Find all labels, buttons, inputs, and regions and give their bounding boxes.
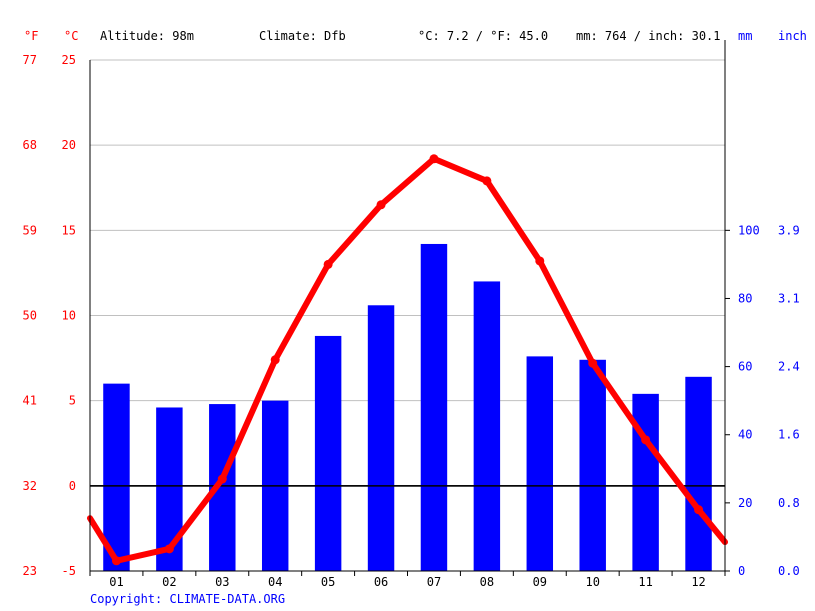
precipitation-bar — [685, 376, 712, 571]
temperature-point — [641, 435, 651, 445]
unit-celsius-label: °C — [64, 29, 79, 43]
inch-tick-label: 0.8 — [778, 496, 800, 510]
celsius-tick-label: 20 — [62, 138, 76, 152]
precipitation-bar — [579, 359, 606, 571]
celsius-tick-label: 10 — [62, 309, 76, 323]
unit-inch-label: inch — [778, 29, 807, 43]
inch-tick-label: 2.4 — [778, 360, 800, 374]
month-label: 03 — [215, 575, 229, 589]
precipitation-bar — [526, 356, 554, 571]
temperature-point — [482, 176, 492, 186]
precipitation-bar — [103, 383, 130, 571]
celsius-tick-label: 5 — [69, 394, 76, 408]
mm-tick-label: 100 — [738, 223, 760, 237]
precipitation-bar — [314, 335, 342, 571]
unit-fahrenheit-label: °F — [24, 29, 39, 43]
temperature-point — [111, 556, 121, 566]
celsius-tick-label: 25 — [62, 53, 76, 67]
temperature-line — [87, 155, 728, 564]
month-label: 01 — [109, 575, 123, 589]
climate-label: Climate: Dfb — [259, 29, 346, 43]
month-label: 04 — [268, 575, 282, 589]
inch-tick-label: 1.6 — [778, 428, 800, 442]
month-label: 10 — [585, 575, 599, 589]
temperature-point — [694, 505, 704, 515]
altitude-label: Altitude: 98m — [100, 29, 194, 43]
fahrenheit-tick-label: 23 — [23, 564, 37, 578]
temperature-point — [376, 200, 386, 210]
temperature-point — [535, 256, 545, 266]
precipitation-bar — [420, 243, 448, 571]
temperature-point — [588, 358, 598, 368]
inch-tick-label: 0.0 — [778, 564, 800, 578]
mm-tick-label: 80 — [738, 291, 752, 305]
celsius-tick-label: 0 — [69, 479, 76, 493]
month-label: 12 — [691, 575, 705, 589]
avg-temperature-label: °C: 7.2 / °F: 45.0 — [418, 29, 549, 43]
temperature-point — [217, 474, 227, 484]
precipitation-bar — [367, 305, 395, 571]
temperature-point — [429, 154, 439, 164]
fahrenheit-tick-label: 77 — [23, 53, 37, 67]
celsius-tick-label: 15 — [62, 223, 76, 237]
inch-tick-label: 3.1 — [778, 291, 800, 305]
month-label: 02 — [162, 575, 176, 589]
temperature-point — [164, 544, 174, 554]
fahrenheit-tick-label: 68 — [23, 138, 37, 152]
fahrenheit-tick-label: 41 — [23, 394, 37, 408]
month-label: 11 — [638, 575, 652, 589]
fahrenheit-tick-label: 59 — [23, 223, 37, 237]
mm-tick-label: 60 — [738, 360, 752, 374]
month-label: 05 — [321, 575, 335, 589]
temperature-point — [323, 259, 333, 269]
copyright-link[interactable]: Copyright: CLIMATE-DATA.ORG — [90, 592, 286, 606]
fahrenheit-tick-label: 32 — [23, 479, 37, 493]
precipitation-bar — [473, 281, 501, 571]
month-label: 07 — [427, 575, 441, 589]
precipitation-bar — [632, 393, 659, 571]
mm-tick-label: 0 — [738, 564, 745, 578]
precipitation-bar — [156, 407, 183, 571]
temperature-point — [270, 355, 280, 365]
mm-tick-label: 40 — [738, 428, 752, 442]
month-label: 08 — [480, 575, 494, 589]
month-label: 09 — [533, 575, 547, 589]
celsius-tick-label: -5 — [62, 564, 76, 578]
mm-tick-label: 20 — [738, 496, 752, 510]
inch-tick-label: 3.9 — [778, 223, 800, 237]
unit-mm-label: mm — [738, 29, 753, 43]
total-precipitation-label: mm: 764 / inch: 30.1 — [576, 29, 721, 43]
fahrenheit-tick-label: 50 — [23, 309, 37, 323]
month-label: 06 — [374, 575, 388, 589]
